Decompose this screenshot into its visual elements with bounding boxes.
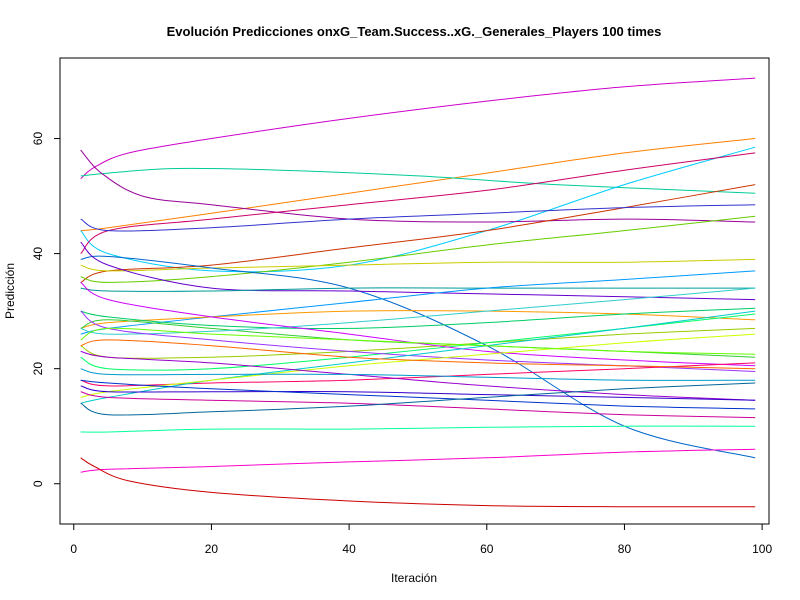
- series-line-26: [80, 350, 756, 401]
- series-line-13: [80, 287, 756, 292]
- x-axis-label: Iteración: [391, 571, 437, 585]
- series-line-21: [80, 281, 756, 367]
- series-line-7: [80, 184, 756, 283]
- series-line-5: [80, 149, 756, 223]
- series-line-35: [80, 327, 756, 355]
- y-tick-label-40: 40: [31, 247, 45, 261]
- series-line-33: [80, 457, 756, 508]
- series-line-12: [80, 241, 756, 301]
- y-axis: 0 20 40 60: [31, 132, 60, 487]
- series-line-1: [80, 77, 756, 180]
- y-axis-label: Predicción: [3, 263, 17, 319]
- x-tick-label-20: 20: [205, 542, 219, 556]
- series-line-25: [80, 333, 756, 398]
- plot-frame: [59, 57, 770, 525]
- series-line-10: [80, 258, 756, 272]
- y-tick-label-0: 0: [31, 480, 45, 487]
- series-line-11: [80, 255, 756, 459]
- x-tick-label-60: 60: [480, 542, 494, 556]
- series-line-30: [80, 382, 756, 416]
- series-line-28: [80, 379, 756, 410]
- y-tick-label-20: 20: [31, 362, 45, 376]
- series-line-29: [80, 391, 756, 419]
- x-tick-label-0: 0: [70, 542, 77, 556]
- series-line-31: [80, 425, 756, 433]
- series-line-27: [80, 385, 756, 401]
- series-line-23: [80, 362, 756, 387]
- x-tick-label-80: 80: [618, 542, 632, 556]
- y-tick-label-60: 60: [31, 132, 45, 146]
- series-line-32: [80, 448, 756, 473]
- series-line-14: [80, 270, 756, 335]
- series-line-2: [80, 138, 756, 232]
- x-tick-label-100: 100: [752, 542, 772, 556]
- series-line-3: [80, 167, 756, 194]
- series-line-9: [80, 215, 756, 283]
- series-line-20: [80, 287, 756, 335]
- x-axis: 0 20 40 60 80 100: [70, 524, 772, 556]
- series-line-24: [80, 310, 756, 404]
- series-line-8: [80, 204, 756, 232]
- chart-title: Evolución Predicciones onxG_Team.Success…: [167, 24, 662, 39]
- series-line-6: [80, 152, 756, 254]
- series-group: [80, 77, 756, 508]
- series-line-36: [80, 368, 756, 381]
- series-line-16: [80, 307, 756, 329]
- series-line-34: [80, 339, 756, 370]
- x-tick-label-40: 40: [342, 542, 356, 556]
